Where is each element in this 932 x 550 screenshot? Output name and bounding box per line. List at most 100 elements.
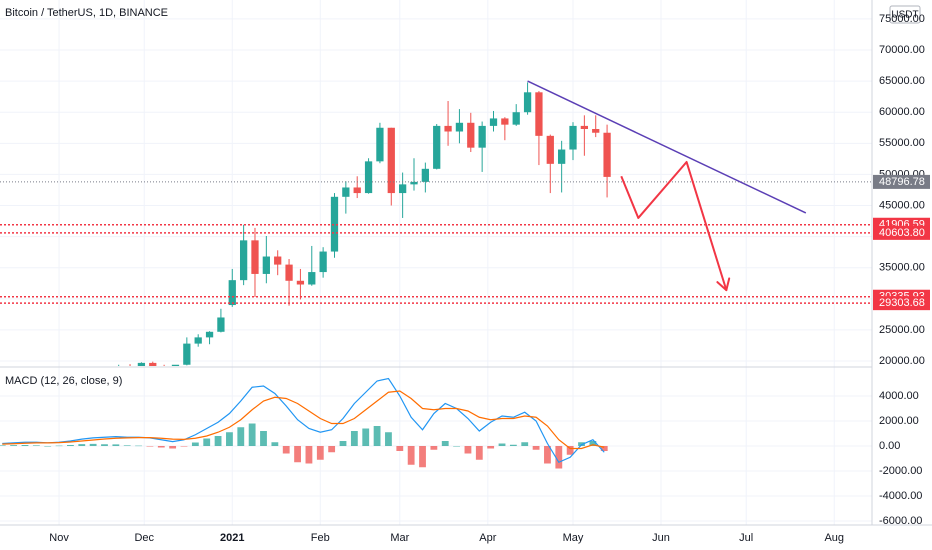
candle-body <box>433 125 441 169</box>
candle-body <box>421 168 429 182</box>
candle-body <box>376 127 384 162</box>
candle-body <box>205 331 214 338</box>
x-tick-label: Apr <box>479 532 496 544</box>
x-tick-label: Jul <box>739 532 753 544</box>
candle-body <box>580 125 588 130</box>
histogram-bar <box>135 445 142 447</box>
candle-body <box>387 127 395 194</box>
histogram-bar <box>101 444 108 446</box>
histogram-bar <box>521 442 529 446</box>
y-tick-label: 0.00 <box>879 440 900 452</box>
candle-body <box>592 129 600 133</box>
macd-line <box>2 390 605 450</box>
y-tick-label: -4000.00 <box>879 490 922 502</box>
histogram-bar <box>78 444 86 446</box>
histogram-bar <box>419 446 426 468</box>
candle-body <box>364 161 373 194</box>
histogram-bar <box>67 445 74 446</box>
histogram-bar <box>169 446 177 449</box>
arrow-head <box>716 281 728 292</box>
histogram-bar <box>544 446 551 464</box>
y-tick-label: 70000.00 <box>879 44 925 56</box>
histogram-bar <box>498 443 506 446</box>
histogram-bar <box>32 445 40 446</box>
chart-title: Bitcoin / TetherUS, 1D, BINANCE <box>5 7 168 19</box>
histogram-bar <box>112 444 120 446</box>
current-price-label: 48796.78 <box>879 176 925 188</box>
histogram-bar <box>10 445 18 446</box>
histogram-bar <box>430 446 438 450</box>
histogram-bar <box>180 446 188 447</box>
current-price-bg <box>873 174 930 189</box>
candle-body <box>183 343 191 365</box>
candle-body <box>569 125 577 150</box>
y-tick-label: -6000.00 <box>879 515 922 527</box>
y-tick-label: 4000.00 <box>879 390 919 402</box>
candle-body <box>410 181 418 185</box>
histogram-bar <box>475 446 483 460</box>
histogram-bar <box>566 446 574 455</box>
histogram-bar <box>214 436 222 446</box>
candle-body <box>353 187 361 194</box>
x-tick-label: Aug <box>824 532 844 544</box>
y-tick-label: 55000.00 <box>879 137 925 149</box>
histogram-bar <box>339 441 347 446</box>
currency-label[interactable]: USDT <box>891 10 918 21</box>
histogram-bar <box>55 445 63 447</box>
macd-title: MACD (12, 26, close, 9) <box>5 375 122 387</box>
histogram-bar <box>453 446 460 447</box>
x-tick-label: Mar <box>390 532 409 544</box>
candle-body <box>342 187 350 197</box>
candle-body <box>239 240 248 281</box>
candle-body <box>160 365 168 366</box>
histogram-bar <box>328 446 336 453</box>
macd-pane <box>0 377 608 469</box>
candle-body <box>501 118 509 125</box>
histogram-bar <box>350 431 358 446</box>
histogram-bar <box>282 446 290 454</box>
histogram-bar <box>532 446 540 450</box>
macd-line <box>2 377 605 464</box>
x-tick-label: Jun <box>652 532 670 544</box>
y-tick-label: 35000.00 <box>879 262 925 274</box>
histogram-bar <box>226 432 233 446</box>
y-tick-label: 20000.00 <box>879 355 925 367</box>
level-label: 40603.80 <box>879 227 925 239</box>
candle-body <box>523 92 532 113</box>
y-tick-label: 45000.00 <box>879 199 925 211</box>
currency-button[interactable] <box>889 5 921 24</box>
candle-body <box>489 118 498 126</box>
candle-body <box>512 112 520 125</box>
x-tick-label: 2021 <box>220 532 244 544</box>
histogram-bar <box>373 426 381 446</box>
histogram-bar <box>509 444 517 446</box>
candle-body <box>285 264 293 281</box>
trendline <box>527 80 807 214</box>
y-tick-label: 25000.00 <box>879 324 925 336</box>
histogram-bar <box>260 431 267 446</box>
candle-body <box>251 240 259 274</box>
candle-body <box>535 92 543 136</box>
candle-body <box>546 135 554 164</box>
candle-body <box>194 337 202 344</box>
y-tick-label: 75000.00 <box>879 13 925 25</box>
histogram-bar <box>396 446 404 451</box>
candle-body <box>217 317 225 332</box>
candle-body <box>149 362 157 366</box>
histogram-bar <box>0 445 6 446</box>
histogram-bar <box>21 445 29 446</box>
histogram-bar <box>237 427 245 446</box>
histogram-bar <box>589 441 597 446</box>
projection <box>620 160 728 291</box>
level-label: 29303.68 <box>879 297 925 309</box>
candle-body <box>558 149 566 164</box>
x-tick-label: May <box>563 532 584 544</box>
candle-body <box>274 256 282 265</box>
histogram-bar <box>555 446 563 469</box>
histogram-bar <box>146 446 154 447</box>
histogram-bar <box>600 446 608 451</box>
candle-body <box>478 125 486 148</box>
histogram-bar <box>89 443 97 446</box>
